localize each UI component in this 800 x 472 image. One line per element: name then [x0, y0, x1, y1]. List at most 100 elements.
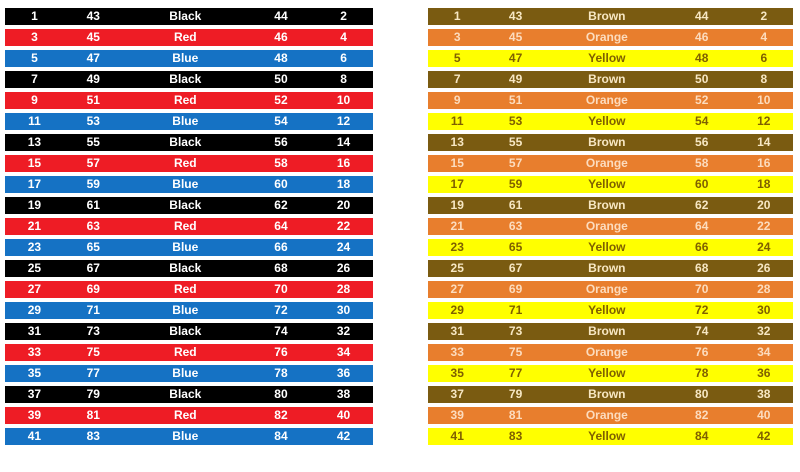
cell-wire-right: 60 [274, 177, 288, 191]
brown-orange-yellow-color-table: 1 43 Brown 44 2 3 45 Orange 46 4 5 47 Yellow 48 6 7 49 Br… [428, 4, 793, 449]
cell-pin-left: 7 [31, 72, 38, 86]
cell-wire-left: 69 [508, 282, 523, 296]
cell-color-name: Black [169, 324, 202, 338]
cell-wire-left: 61 [86, 198, 100, 212]
table-row: 31 73 Brown 74 32 [428, 323, 793, 340]
table-row: 1 43 Brown 44 2 [428, 8, 793, 25]
cell-pin-right: 24 [757, 240, 771, 254]
cell-pin-left: 11 [28, 114, 41, 128]
cell-pin-left: 29 [450, 303, 464, 317]
cell-pin-right: 42 [757, 429, 771, 443]
cell-color-name: Black [169, 261, 202, 275]
cell-pin-left: 5 [453, 51, 461, 65]
table-row: 1 43 Black 44 2 [5, 8, 373, 25]
table-row: 19 61 Black 62 20 [5, 197, 373, 214]
table-row: 11 53 Blue 54 12 [5, 113, 373, 130]
cell-pin-left: 29 [27, 303, 42, 317]
cell-pin-left: 33 [27, 345, 42, 359]
cell-wire-left: 45 [86, 30, 100, 44]
cell-pin-right: 20 [336, 198, 351, 212]
table-row: 39 81 Red 82 40 [5, 407, 373, 424]
cell-wire-left: 63 [86, 219, 100, 233]
cell-pin-right: 12 [757, 114, 771, 128]
cell-pin-left: 13 [450, 135, 464, 149]
cell-pin-right: 34 [757, 345, 771, 359]
cell-wire-left: 75 [86, 345, 100, 359]
cell-color-name: Yellow [588, 303, 626, 317]
cell-pin-right: 38 [757, 387, 771, 401]
cell-wire-right: 56 [695, 135, 709, 149]
cell-pin-left: 3 [453, 30, 461, 44]
cell-wire-right: 72 [695, 303, 709, 317]
table-row: 31 73 Black 74 32 [5, 323, 373, 340]
cell-wire-right: 82 [695, 408, 709, 422]
cell-pin-right: 6 [340, 51, 347, 65]
cell-pin-right: 40 [336, 408, 351, 422]
table-row: 23 65 Blue 66 24 [5, 239, 373, 256]
cell-pin-right: 40 [757, 408, 771, 422]
cell-pin-left: 1 [31, 9, 38, 23]
cell-wire-left: 73 [86, 324, 100, 338]
black-red-blue-color-table: 1 43 Black 44 2 3 45 Red 46 4 5 47 Blue 48 6 7 49 Black 50… [5, 4, 373, 449]
cell-pin-right: 42 [336, 429, 351, 443]
cell-wire-left: 43 [86, 9, 100, 23]
cell-wire-left: 49 [86, 72, 100, 86]
cell-pin-right: 2 [340, 9, 347, 23]
cell-pin-right: 4 [760, 30, 768, 44]
table-row: 35 77 Blue 78 36 [5, 365, 373, 382]
cell-wire-left: 81 [508, 408, 523, 422]
cell-color-name: Brown [588, 387, 626, 401]
table-row: 21 63 Orange 64 22 [428, 218, 793, 235]
cell-wire-left: 75 [508, 345, 523, 359]
cell-pin-left: 27 [27, 282, 42, 296]
cell-wire-left: 59 [86, 177, 100, 191]
cell-wire-right: 60 [695, 177, 709, 191]
cell-color-name: Red [173, 156, 197, 170]
cell-wire-right: 74 [274, 324, 288, 338]
cell-wire-right: 72 [274, 303, 288, 317]
cell-wire-left: 83 [86, 429, 100, 443]
cell-pin-left: 33 [450, 345, 464, 359]
left-table-body: 1 43 Black 44 2 3 45 Red 46 4 5 47 Blue 48 6 7 49 Black 50… [5, 8, 373, 445]
cell-wire-left: 61 [508, 198, 523, 212]
cell-pin-right: 6 [760, 51, 768, 65]
cell-wire-left: 77 [86, 366, 100, 380]
table-row: 3 45 Orange 46 4 [428, 29, 793, 46]
cell-wire-left: 65 [508, 240, 523, 254]
cell-pin-left: 23 [27, 240, 42, 254]
table-row: 41 83 Yellow 84 42 [428, 428, 793, 445]
cell-pin-right: 22 [336, 219, 351, 233]
cell-pin-left: 15 [27, 156, 42, 170]
cell-wire-right: 66 [695, 240, 709, 254]
cell-wire-right: 70 [274, 282, 288, 296]
cell-wire-right: 62 [274, 198, 288, 212]
cell-color-name: Blue [172, 429, 199, 443]
cell-pin-right: 12 [336, 114, 351, 128]
table-row: 5 47 Blue 48 6 [5, 50, 373, 67]
cell-wire-left: 47 [508, 51, 523, 65]
cell-wire-left: 69 [86, 282, 100, 296]
cell-color-name: Brown [588, 324, 626, 338]
cell-pin-left: 31 [27, 324, 42, 338]
table-row: 29 71 Yellow 72 30 [428, 302, 793, 319]
cell-wire-right: 44 [274, 9, 288, 23]
cell-pin-right: 18 [336, 177, 351, 191]
cell-color-name: Red [173, 345, 197, 359]
cell-wire-left: 79 [508, 387, 523, 401]
cell-pin-left: 39 [450, 408, 464, 422]
cell-pin-right: 14 [336, 135, 351, 149]
cell-wire-right: 52 [695, 93, 709, 107]
cell-pin-left: 7 [453, 72, 461, 86]
cell-color-name: Yellow [588, 51, 626, 65]
cell-color-name: Brown [588, 261, 626, 275]
cell-wire-left: 53 [508, 114, 523, 128]
cell-wire-left: 53 [86, 114, 100, 128]
table-row: 17 59 Yellow 60 18 [428, 176, 793, 193]
cell-color-name: Blue [172, 303, 199, 317]
cell-color-name: Orange [585, 93, 628, 107]
cell-wire-right: 52 [274, 93, 288, 107]
cell-color-name: Red [173, 282, 197, 296]
table-row: 9 51 Red 52 10 [5, 92, 373, 109]
cell-pin-left: 11 [450, 114, 464, 128]
cell-pin-right: 10 [757, 93, 771, 107]
